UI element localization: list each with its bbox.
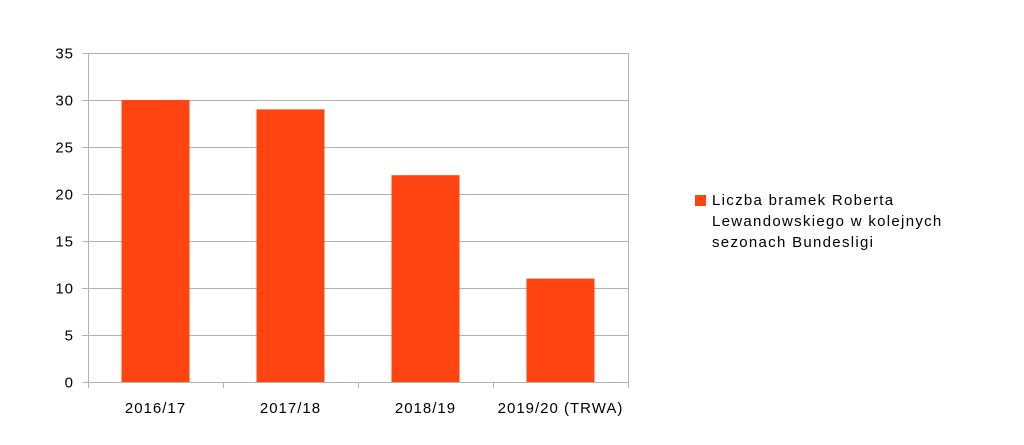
x-tick-label: 2018/19 — [395, 400, 456, 417]
x-tick-label: 2016/17 — [125, 400, 186, 417]
y-tick-label: 10 — [55, 281, 74, 298]
bar — [256, 109, 325, 383]
legend: Liczba bramek Roberta Lewandowskiego w k… — [695, 190, 1015, 253]
bar — [121, 100, 190, 382]
y-tick-labels: 0 5 10 15 20 25 30 35 — [55, 46, 74, 392]
y-tick-label: 5 — [65, 328, 74, 345]
legend-swatch — [695, 195, 706, 206]
legend-label: Liczba bramek Roberta Lewandowskiego w k… — [712, 192, 943, 251]
y-tick-label: 25 — [55, 140, 74, 157]
bar — [391, 175, 460, 382]
y-tick-label: 15 — [55, 234, 74, 251]
axes — [82, 53, 629, 388]
bar — [526, 278, 595, 382]
x-tick-label: 2019/20 (TRWA) — [498, 400, 624, 417]
x-tick-labels: 2016/17 2017/18 2018/19 2019/20 (TRWA) — [125, 400, 624, 417]
y-tick-label: 0 — [65, 375, 74, 392]
y-tick-label: 30 — [55, 93, 74, 110]
x-tick-label: 2017/18 — [260, 400, 321, 417]
bars — [121, 100, 595, 383]
y-tick-label: 20 — [55, 187, 74, 204]
y-tick-label: 35 — [55, 46, 74, 63]
